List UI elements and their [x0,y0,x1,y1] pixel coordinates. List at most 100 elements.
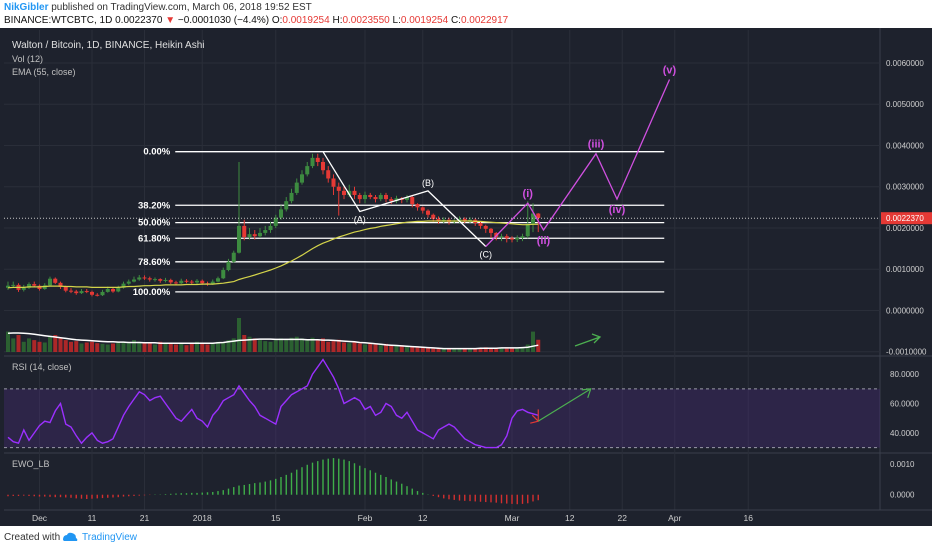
chart-canvas[interactable]: 0.00% 38.20% 50.00% 61.80% 78.60% 100.00% (A)… [0,28,932,526]
volume-bar [279,338,283,352]
volume-bar [331,341,336,352]
candle-body [105,289,110,292]
candle-body [153,279,157,281]
abc-wave-label: (A) [354,214,366,224]
last-price-tag [881,212,932,225]
volume-bars [6,318,541,352]
volume-bar [284,339,289,352]
volume-bar [63,340,68,352]
candle-body [504,236,509,239]
candle-body [294,182,299,193]
candle-body [252,234,257,237]
tradingview-brand[interactable]: TradingView [82,532,138,543]
volume-bar [142,342,147,352]
candle-body [431,214,436,219]
volume-bar [520,347,525,352]
rsi-pane [4,358,880,449]
volume-bar [216,341,220,352]
volume-bar [48,336,52,352]
price-tick-label: 0.0030000 [886,183,924,192]
candle-body [394,198,399,202]
candle-body [531,213,535,224]
volume-bar [247,336,252,352]
volume-bar [342,342,346,352]
volume-ma-line [7,332,539,350]
rsi-up-arrowhead [581,388,592,399]
candle-body [510,238,514,240]
volume-bar [294,336,299,352]
rsi-tick-label: 40.0000 [890,429,919,438]
price-axis: 0.0060000 0.0050000 0.0040000 0.0030000 0.00… [4,59,932,500]
time-tick-label: 12 [418,513,428,523]
candle-body [258,232,262,237]
candle-body [27,284,31,288]
symbol-name: BINANCE:WTCBTC, 1D [4,15,113,26]
volume-bar [95,343,100,352]
volume-bar [174,344,178,352]
volume-bar [16,335,21,352]
volume-bar [504,348,509,352]
candle-body [137,277,142,280]
legend-ema: EMA (55, close) [12,67,76,77]
candle-body [11,284,16,286]
volume-bar [525,344,530,352]
symbol-line: BINANCE:WTCBTC, 1D 0.0022370 ▼ −0.000103… [4,15,508,26]
candle-body [74,291,79,294]
legend-volume: Vol (12) [12,54,43,64]
time-tick-label: Apr [668,513,681,523]
volume-bar [263,341,268,352]
volume-bar [315,340,320,352]
ema-line [7,220,539,289]
candle-body [53,278,58,283]
author-name[interactable]: NikGibler [4,2,49,13]
candle-body [6,285,10,288]
candle-body [536,213,541,219]
impulse-wave-label: (ii) [537,235,551,247]
time-tick-label: Dec [32,513,48,523]
volume-bar [373,344,378,352]
candle-body [363,194,367,200]
low-value: 0.0019254 [400,15,449,26]
volume-bar [468,349,472,352]
candle-body [21,287,26,290]
volume-bar [74,341,79,352]
candle-body [63,286,68,291]
created-with-label: Created with [4,532,61,543]
volume-bar [189,343,194,352]
impulse-wave-label: (iii) [588,139,605,151]
candle-body [174,282,178,284]
volume-bar [242,335,247,352]
candle-body [357,194,362,200]
candle-body [121,283,126,288]
candle-body [184,280,189,282]
candle-body [273,217,278,226]
volume-bar [410,346,415,352]
impulse-wave-label: (i) [523,188,534,200]
volume-bar [32,340,37,352]
elliott-waves: (A) (B) (C) (i) (ii) (iii) (iv) (v) [322,64,677,347]
fibonacci-retracement: 0.00% 38.20% 50.00% 61.80% 78.60% 100.00% [133,147,665,298]
price-tick-label: 0.0040000 [886,141,924,150]
volume-bar [42,342,47,352]
time-tick-label: 21 [140,513,150,523]
candle-body [231,252,236,262]
abc-correction-line [322,151,487,247]
candle-body [331,178,336,187]
rsi-up-arrow [537,388,592,422]
volume-arrow [574,333,602,347]
fib-level-label: 0.00% [143,147,170,158]
candle-body [132,279,136,282]
candle-body [263,230,268,233]
candle-body [457,218,462,221]
volume-bar [305,339,310,352]
candle-body [525,223,530,237]
time-tick-label: 2018 [193,513,212,523]
close-label: C: [450,15,461,26]
candle-body [158,279,163,281]
volume-bar [221,342,226,352]
candle-body [79,291,84,294]
volume-bar [431,348,436,352]
time-tick-label: Mar [505,513,520,523]
volume-bar [515,348,520,352]
